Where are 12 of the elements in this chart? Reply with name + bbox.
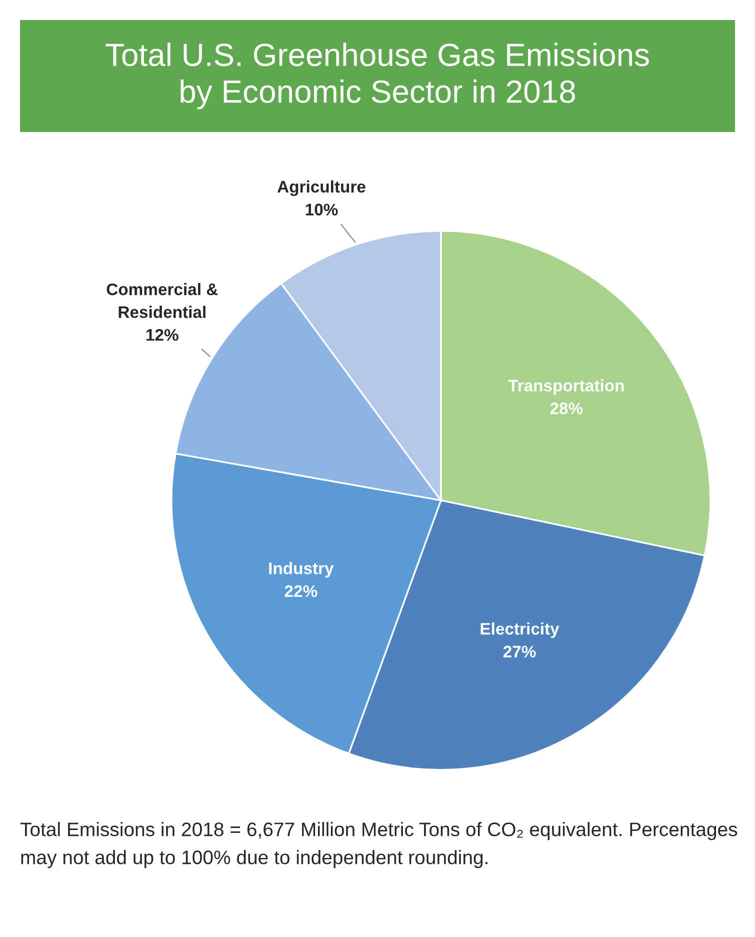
data-label: 12% — [146, 329, 178, 341]
data-label: 28% — [550, 402, 583, 414]
slice-label: Electricity — [480, 622, 560, 638]
slice-label: Commercial & Residential — [106, 283, 218, 318]
slice-label: Industry — [269, 562, 334, 578]
data-label: 10% — [306, 204, 338, 216]
data-label: 27% — [503, 646, 536, 658]
text: Total Emissions in 2018 = 6,677 Million Metric Tons of CO₂ equivalent. Percentages may not add up to 100% due to independent rounding. — [20, 822, 738, 868]
chart-title: Total U.S. Greenhouse Gas Emissions by Economic Sector in 2018 — [106, 42, 649, 110]
slice-label: Transportation — [508, 379, 624, 395]
data-label: 22% — [284, 585, 318, 598]
slice-label: Agriculture — [277, 180, 366, 196]
